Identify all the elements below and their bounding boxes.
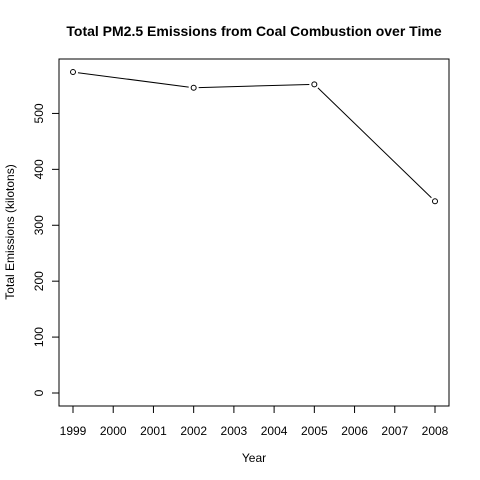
x-tick-label: 2004 <box>261 424 288 438</box>
x-axis-label: Year <box>242 451 266 465</box>
x-tick-label: 2000 <box>100 424 127 438</box>
x-tick-label: 2003 <box>221 424 248 438</box>
y-tick-label: 0 <box>32 389 46 396</box>
x-tick-label: 2007 <box>381 424 408 438</box>
x-tick-label: 1999 <box>60 424 87 438</box>
line-segment <box>317 87 432 199</box>
y-tick-label: 300 <box>32 215 46 235</box>
x-axis: 1999 2000 2001 2002 2003 2004 2005 2006 2007 2008 <box>60 406 449 438</box>
y-tick-label: 400 <box>32 159 46 179</box>
x-tick-label: 2006 <box>341 424 368 438</box>
data-point <box>70 69 76 76</box>
y-tick-label: 500 <box>32 103 46 123</box>
line-segment <box>198 83 310 89</box>
data-point <box>432 198 438 205</box>
data-point <box>190 84 197 91</box>
y-tick-label: 100 <box>32 327 46 347</box>
line-segment <box>77 72 189 88</box>
data-point <box>311 81 318 88</box>
y-axis-label: Total Emissions (kilotons) <box>3 164 17 299</box>
x-tick-label: 2008 <box>422 424 449 438</box>
chart-title: Total PM2.5 Emissions from Coal Combusti… <box>66 23 441 39</box>
x-tick-label: 2005 <box>301 424 328 438</box>
x-tick-label: 2002 <box>180 424 207 438</box>
x-tick-label: 2001 <box>140 424 167 438</box>
plot-frame <box>58 58 450 407</box>
y-axis: 0 100 200 300 400 500 <box>32 103 59 396</box>
y-tick-label: 200 <box>32 271 46 291</box>
series-line <box>70 69 438 205</box>
